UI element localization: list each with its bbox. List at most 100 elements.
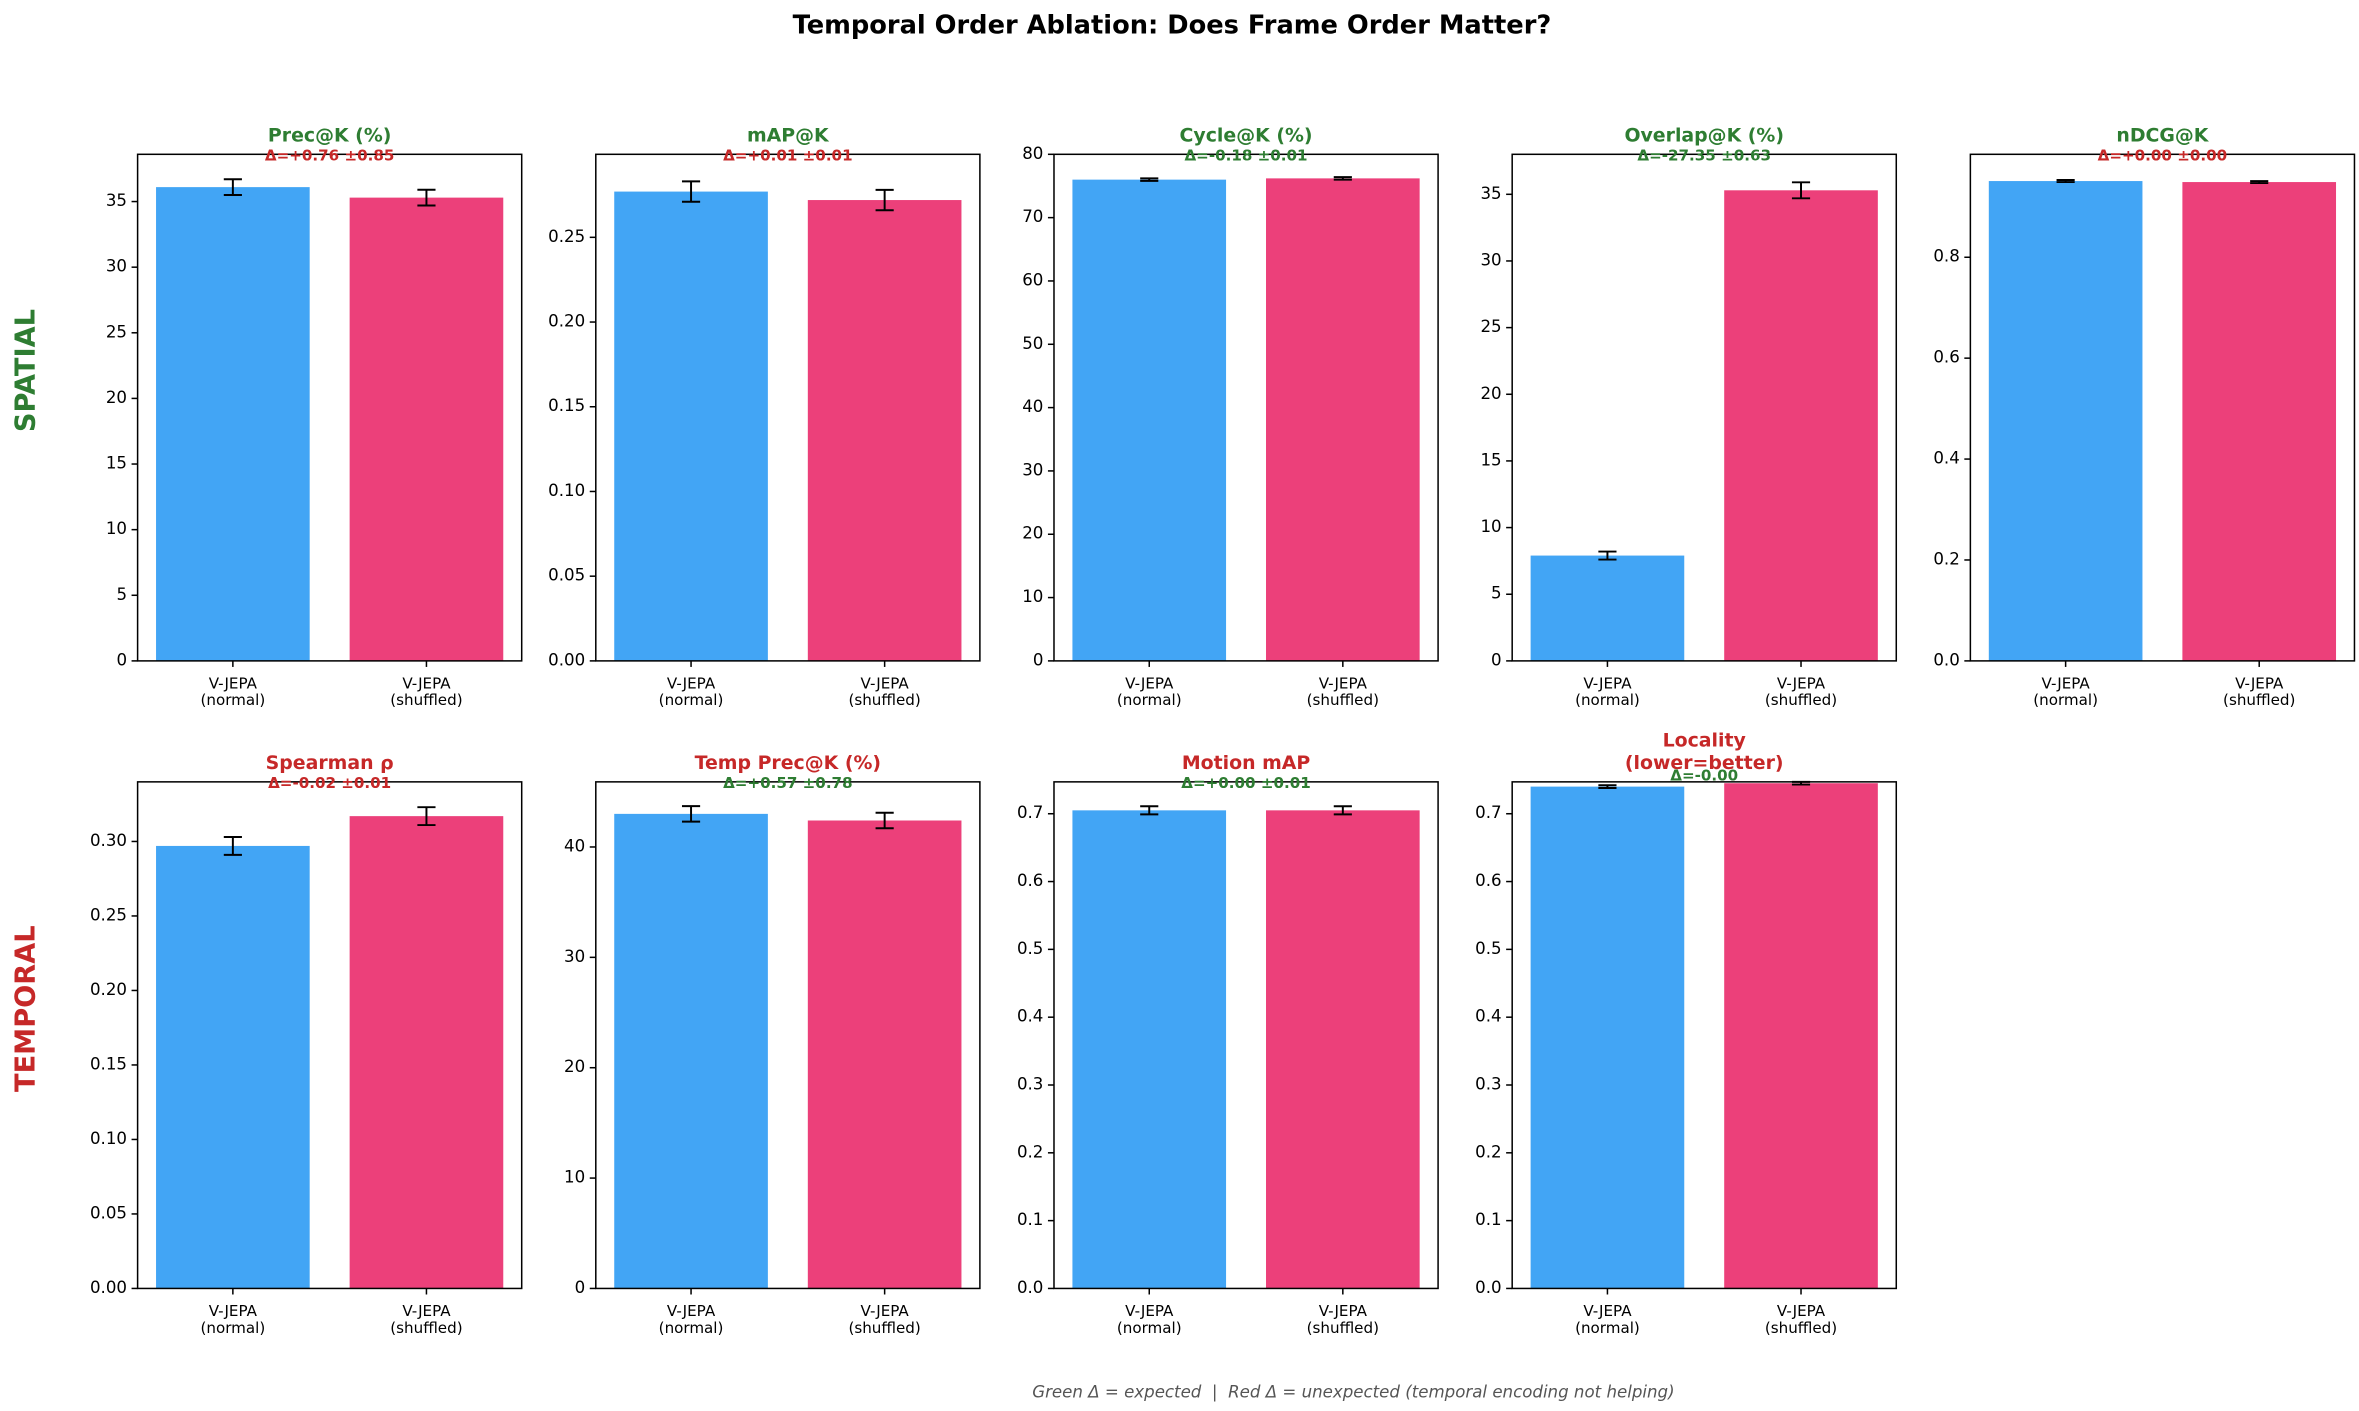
x-tick-line: V-JEPA [1319,1302,1368,1320]
bar [807,200,962,661]
axes-frame [1511,153,1898,662]
x-tick-line: (normal) [1575,1318,1640,1336]
y-tick-label: 0.25 [548,227,585,246]
x-tick-line: (normal) [659,1318,724,1336]
bar [1724,783,1878,1289]
delta-annotation: Δ=+0.00 ±0.00 [2098,146,2228,164]
y-tick-label: 80 [1022,144,1043,163]
y-tick-label: 50 [1022,334,1043,353]
y-tick-label: 0.5 [1475,939,1501,958]
x-tick-line: (shuffled) [390,1318,462,1336]
y-tick-label: 60 [1022,270,1043,289]
axes-frame [136,781,523,1290]
delta-annotation: Δ=+0.01 ±0.01 [723,146,852,164]
subplot-title: mAP@K [747,125,830,147]
subplot-title: Locality [1663,730,1746,752]
subplot-title: Temp Prec@K (%) [695,752,881,774]
bar [1724,190,1878,661]
delta-annotation: Δ=+0.00 ±0.01 [1181,774,1311,792]
x-tick-label: V-JEPA (shuffled) [848,674,920,709]
y-tick-label: 0.0 [1933,650,1959,669]
y-tick-label: 15 [1480,450,1501,469]
x-tick-line: (shuffled) [848,1318,920,1336]
x-tick-line: (normal) [200,691,265,709]
bar [156,187,310,661]
x-tick-line: (normal) [659,691,724,709]
axes-frame [595,153,981,662]
y-tick-label: 20 [106,388,127,407]
y-tick-label: 0.7 [1017,803,1043,822]
x-tick-line: (normal) [200,1318,265,1336]
y-tick-label: 0.15 [548,396,585,415]
x-tick-line: (shuffled) [1765,1318,1837,1336]
bar [349,197,504,661]
x-tick-line: V-JEPA [2042,674,2091,692]
y-tick-label: 70 [1022,207,1043,226]
bar [614,813,768,1289]
error-bar [1791,181,1811,200]
axes-frame [1053,153,1439,662]
y-tick-label: 0.05 [548,566,585,585]
y-tick-label: 0.20 [90,980,127,999]
subplot-title: Prec@K (%) [268,125,391,147]
y-tick-label: 40 [1022,397,1043,416]
x-tick-label: V-JEPA (normal) [1575,674,1640,709]
x-tick-line: V-JEPA [1125,1302,1174,1320]
bar [1530,786,1685,1289]
x-tick-label: V-JEPA (normal) [659,1302,724,1337]
y-tick-label: 10 [1022,587,1043,606]
subplot-title: Spearman ρ [266,752,394,774]
y-tick-label: 10 [564,1168,585,1187]
bar [1072,810,1227,1289]
y-tick-label: 0.00 [548,650,585,669]
subplot-title: Cycle@K (%) [1180,125,1313,147]
axes-frame [136,153,523,662]
y-tick-label: 20 [1480,384,1501,403]
x-tick-line: V-JEPA [1777,1302,1826,1320]
y-tick-label: 20 [564,1057,585,1076]
y-tick-label: 0.4 [1017,1007,1043,1026]
y-tick-label: 0.7 [1475,803,1501,822]
axes-frame [1969,153,2356,662]
x-tick-line: (normal) [1117,691,1182,709]
y-tick-label: 10 [106,519,127,538]
bar [1266,810,1420,1289]
error-bar [223,836,242,856]
row-label: SPATIAL [11,309,42,432]
x-tick-line: (shuffled) [1307,1318,1379,1336]
error-bar [1333,805,1352,816]
axes-frame [1053,781,1439,1290]
y-tick-label: 0.30 [90,831,127,850]
y-tick-label: 0.20 [548,312,585,331]
delta-annotation: Δ=-0.18 ±0.01 [1184,146,1307,164]
y-tick-label: 25 [1480,317,1501,336]
y-tick-label: 0.4 [1933,449,1959,468]
x-tick-label: V-JEPA (shuffled) [390,1302,462,1337]
y-tick-label: 40 [564,836,585,855]
y-tick-label: 20 [1022,524,1043,543]
subplot-title: Overlap@K (%) [1624,125,1784,147]
y-tick-label: 0.6 [1017,871,1043,890]
y-tick-label: 0.4 [1475,1007,1501,1026]
error-bar [1598,550,1617,561]
y-tick-label: 0.00 [90,1278,127,1297]
error-bar [1140,177,1159,182]
y-tick-label: 30 [106,257,127,276]
bar [1530,555,1685,661]
subplot-title: Motion mAP [1182,752,1311,774]
x-tick-label: V-JEPA (shuffled) [848,1302,920,1337]
y-tick-label: 0 [575,1278,586,1297]
delta-annotation: Δ=-27.35 ±0.63 [1637,146,1771,164]
x-tick-line: V-JEPA [1777,674,1826,692]
x-tick-line: V-JEPA [861,674,910,692]
x-tick-label: V-JEPA (normal) [659,674,724,709]
y-tick-label: 0 [1491,650,1502,669]
x-tick-label: V-JEPA (shuffled) [390,674,462,709]
y-tick-label: 0 [116,650,127,669]
delta-annotation: Δ=+0.57 ±0.78 [723,774,852,792]
y-tick-label: 30 [1480,250,1501,269]
x-tick-label: V-JEPA (shuffled) [1765,674,1837,709]
x-tick-line: (shuffled) [2223,691,2295,709]
bar [614,191,768,661]
